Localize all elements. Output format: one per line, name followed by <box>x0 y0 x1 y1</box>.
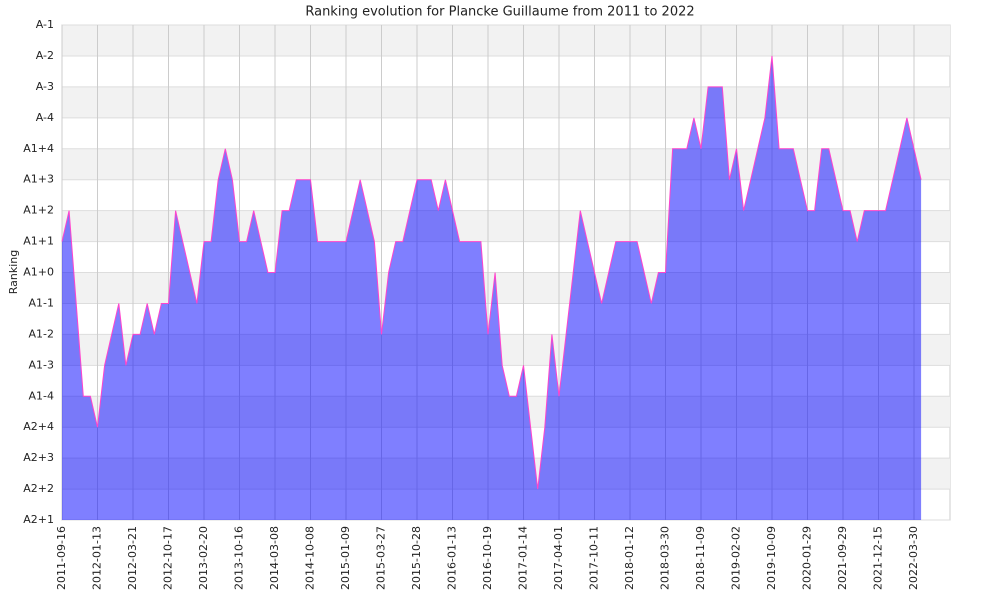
y-tick-label: A2+2 <box>23 482 54 495</box>
x-tick-label: 2013-10-16 <box>233 526 246 590</box>
x-tick-label: 2017-01-14 <box>517 526 530 590</box>
y-tick-label: A1+3 <box>23 173 54 186</box>
x-tick-label: 2021-09-29 <box>836 526 849 590</box>
x-tick-label: 2015-03-27 <box>375 526 388 590</box>
y-tick-label: A1+1 <box>23 235 54 248</box>
x-tick-label: 2016-01-13 <box>446 526 459 590</box>
y-tick-label: A-2 <box>36 49 54 62</box>
x-tick-label: 2022-03-30 <box>907 526 920 590</box>
grid-band <box>62 86 950 118</box>
area <box>62 55 922 520</box>
y-tick-label: A1+2 <box>23 204 54 217</box>
y-tick-label: A1+4 <box>23 142 54 155</box>
area-line <box>61 55 922 490</box>
x-tick-label: 2017-04-01 <box>552 526 565 590</box>
y-tick-label: A2+4 <box>23 420 54 433</box>
x-tick-label: 2014-10-08 <box>304 526 317 590</box>
y-tick-label: A1-4 <box>29 389 55 402</box>
x-tick-label: 2012-01-13 <box>91 526 104 590</box>
x-tick-label: 2018-11-09 <box>694 526 707 590</box>
x-tick-label: 2017-10-11 <box>588 526 601 590</box>
y-tick-label: A1-2 <box>29 327 55 340</box>
x-tick-label: 2019-02-02 <box>730 526 743 590</box>
y-tick-label: A-1 <box>36 18 54 31</box>
y-tick-label: A2+3 <box>23 451 54 464</box>
grid-band <box>62 25 950 56</box>
x-tick-label: 2015-01-09 <box>339 526 352 590</box>
x-tick-label: 2019-10-09 <box>765 526 778 590</box>
chart-title: Ranking evolution for Plancke Guillaume … <box>305 5 694 20</box>
y-axis-title: Ranking <box>7 250 20 295</box>
grid-band <box>62 148 950 180</box>
y-tick-label: A1-1 <box>29 296 55 309</box>
y-tick-label: A1+0 <box>23 266 54 279</box>
x-tick-label: 2018-01-12 <box>623 526 636 590</box>
x-tick-label: 2011-09-16 <box>55 526 68 590</box>
y-tick-label: A-3 <box>36 80 54 93</box>
y-tick-label: A1-3 <box>29 358 55 371</box>
x-tick-label: 2013-02-20 <box>197 526 210 590</box>
x-tick-label: 2016-10-19 <box>481 526 494 590</box>
y-tick-label: A-4 <box>36 111 54 124</box>
x-tick-label: 2012-10-17 <box>162 526 175 590</box>
x-tick-label: 2015-10-28 <box>410 526 423 590</box>
x-tick-label: 2021-12-15 <box>872 526 885 590</box>
y-tick-label: A2+1 <box>23 513 54 526</box>
x-tick-label: 2020-01-29 <box>801 526 814 590</box>
x-tick-label: 2014-03-08 <box>268 526 281 590</box>
x-tick-label: 2012-03-21 <box>126 526 139 590</box>
x-tick-label: 2018-03-30 <box>659 526 672 590</box>
